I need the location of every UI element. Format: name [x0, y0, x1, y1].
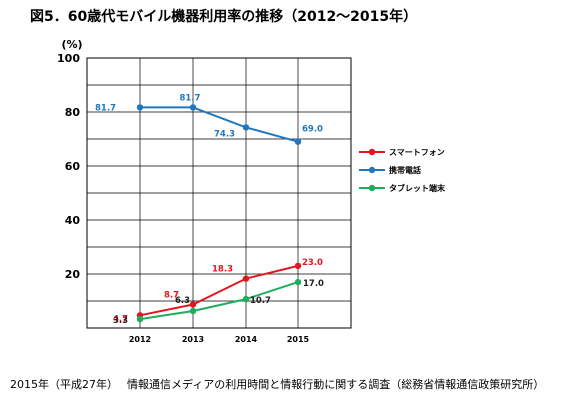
data-point [136, 104, 144, 111]
data-label: 81.7 [95, 103, 116, 113]
y-tick-label: 40 [65, 214, 81, 227]
y-tick-label: 60 [65, 160, 81, 173]
legend-label: 携帯電話 [389, 165, 421, 175]
series-line-segment [245, 281, 299, 301]
data-label: 69.0 [302, 125, 323, 135]
data-label: 18.3 [212, 265, 233, 275]
legend-label: タブレット端末 [389, 183, 445, 193]
x-tick-label: 2012 [129, 335, 151, 344]
data-point [294, 262, 302, 270]
data-point [294, 138, 302, 145]
y-tick-label: 20 [65, 268, 81, 281]
x-tick-label: 2015 [287, 335, 310, 344]
series-line-segment [192, 277, 247, 306]
x-tick-label: 2013 [182, 335, 204, 344]
series-line-segment [192, 298, 247, 312]
legend-marker [368, 184, 376, 192]
data-label: 17.0 [303, 279, 324, 289]
data-label: 3.3 [113, 316, 128, 326]
data-point [242, 275, 250, 282]
data-label: 10.7 [250, 296, 271, 306]
data-point [242, 295, 250, 303]
legend-label: スマートフォン [389, 148, 445, 157]
data-point [189, 104, 197, 111]
data-label: 8.7 [164, 291, 179, 301]
y-tick-label: 80 [65, 106, 81, 119]
legend-marker [368, 148, 376, 156]
data-point [136, 315, 144, 323]
data-point [294, 278, 302, 286]
series-line-segment [139, 310, 194, 321]
series-line-segment [192, 106, 247, 129]
y-tick-label: 100 [57, 52, 80, 65]
data-label: 74.3 [214, 129, 235, 139]
data-label: 4.7 [113, 314, 128, 324]
data-point [189, 301, 197, 308]
chart-title: 図5．60歳代モバイル機器利用率の推移（2012～2015年） [30, 9, 418, 25]
source-note: 2015年（平成27年） 情報通信メディアの利用時間と情報行動に関する調査（総務… [10, 378, 545, 391]
data-label: 6.3 [175, 296, 190, 306]
legend-marker [368, 166, 376, 174]
data-label: 81.7 [180, 93, 201, 103]
data-label: 23.0 [302, 258, 323, 268]
data-point [189, 307, 197, 315]
series-line-segment [245, 264, 299, 280]
series-line-segment [139, 303, 194, 317]
y-axis-unit: (%) [61, 38, 82, 51]
x-tick-label: 2014 [235, 335, 258, 344]
series-line-segment [245, 126, 299, 143]
data-point [242, 124, 250, 131]
